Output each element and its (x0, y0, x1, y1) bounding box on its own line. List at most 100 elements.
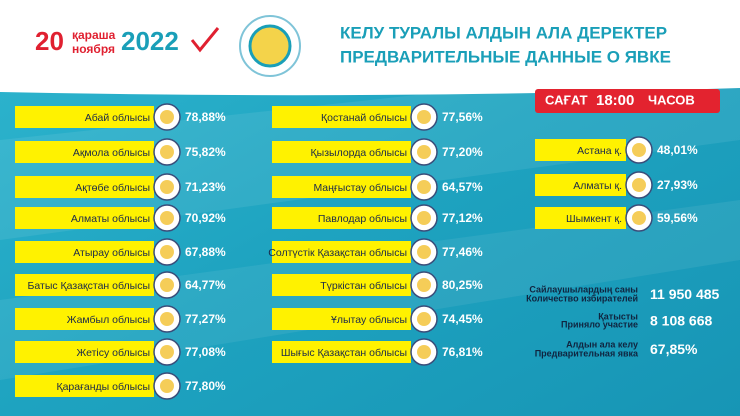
region-name: Алматы облысы (71, 213, 150, 225)
region-value: 77,12% (442, 211, 483, 225)
region-bar (272, 106, 411, 128)
stat-label-kz: Қатысты (598, 311, 638, 321)
region-name: Ұлытау облысы (331, 314, 407, 326)
region-name: Түркістан облысы (320, 280, 407, 292)
region-value: 70,92% (185, 211, 226, 225)
stat-label-kz: Алдын ала келу (566, 339, 638, 349)
region-bar (15, 341, 154, 363)
date-day: 20 (35, 26, 64, 56)
region-value: 76,81% (442, 345, 483, 359)
region-logo-inner (632, 143, 646, 157)
region-name: Жамбыл облысы (67, 314, 150, 326)
region-logo-inner (160, 312, 174, 326)
region-name: Павлодар облысы (318, 213, 407, 225)
region-value: 71,23% (185, 180, 226, 194)
region-value: 64,77% (185, 278, 226, 292)
date-month-ru: ноября (72, 42, 115, 56)
region-logo-inner (417, 211, 431, 225)
region-name: Алматы қ. (573, 180, 622, 192)
region-bar (272, 141, 411, 163)
region-bar (272, 176, 411, 198)
region-bar (272, 207, 411, 229)
region-logo-inner (160, 345, 174, 359)
stat-value: 8 108 668 (650, 313, 712, 329)
region-name: Ақмола облысы (73, 147, 150, 159)
region-name: Астана қ. (577, 145, 622, 157)
region-value: 64,57% (442, 180, 483, 194)
region-logo-inner (417, 180, 431, 194)
region-logo-inner (632, 178, 646, 192)
region-name: Батыс Қазақстан облысы (28, 280, 150, 292)
region-name: Қостанай облысы (321, 112, 407, 124)
region-logo-inner (417, 278, 431, 292)
region-name: Шығыс Қазақстан облысы (281, 347, 407, 359)
region-bar (272, 274, 411, 296)
region-name: Абай облысы (85, 112, 150, 124)
title-kz: КЕЛУ ТУРАЛЫ АЛДЫН АЛА ДЕРЕКТЕР (340, 23, 667, 42)
region-name: Ақтөбе облысы (75, 182, 150, 194)
time-suffix: ЧАСОВ (648, 92, 695, 107)
region-value: 78,88% (185, 110, 226, 124)
region-logo-inner (417, 345, 431, 359)
region-name: Атырау облысы (73, 247, 150, 259)
region-logo-inner (417, 110, 431, 124)
region-name: Маңғыстау облысы (313, 182, 407, 194)
region-logo-inner (160, 278, 174, 292)
time-prefix: САҒАТ (545, 92, 588, 107)
region-logo-inner (160, 379, 174, 393)
region-value: 77,46% (442, 245, 483, 259)
region-bar (15, 308, 154, 330)
stat-label-kz: Сайлаушылардың саны (529, 284, 638, 294)
region-value: 77,08% (185, 345, 226, 359)
stat-label-ru: Количество избирателей (526, 293, 638, 303)
region-value: 75,82% (185, 145, 226, 159)
region-name: Шымкент қ. (566, 213, 622, 225)
region-name: Қарағанды облысы (56, 381, 150, 393)
region-logo-inner (160, 145, 174, 159)
region-name: Қызылорда облысы (311, 147, 407, 159)
region-bar (15, 241, 154, 263)
region-logo-inner (632, 211, 646, 225)
title-ru: ПРЕДВАРИТЕЛЬНЫЕ ДАННЫЕ О ЯВКЕ (340, 47, 671, 66)
stat-label-ru: Приняло участие (561, 319, 638, 329)
region-logo-inner (417, 312, 431, 326)
region-bar (272, 241, 411, 263)
region-logo-inner (160, 211, 174, 225)
header-band (0, 0, 740, 96)
stat-label-ru: Предварительная явка (535, 348, 639, 358)
region-logo-inner (160, 245, 174, 259)
region-bar (272, 308, 411, 330)
region-logo-inner (417, 245, 431, 259)
region-bar (15, 274, 154, 296)
date-year: 2022 (121, 26, 179, 56)
region-name: Жетісу облысы (77, 347, 150, 359)
region-bar (15, 141, 154, 163)
region-value: 27,93% (657, 178, 698, 192)
region-bar (535, 207, 626, 229)
region-value: 77,56% (442, 110, 483, 124)
region-bar (535, 174, 626, 196)
region-bar (272, 341, 411, 363)
date-month-kz: қараша (72, 28, 116, 42)
region-value: 77,20% (442, 145, 483, 159)
region-bar (15, 207, 154, 229)
region-logo-inner (417, 145, 431, 159)
region-bar (15, 176, 154, 198)
time-badge (535, 89, 720, 113)
region-bar (15, 375, 154, 397)
time-value: 18:00 (596, 92, 634, 109)
region-logo-inner (160, 180, 174, 194)
region-name: Солтүстік Қазақстан облысы (268, 247, 407, 259)
emblem-inner (248, 24, 292, 68)
checkmark (190, 27, 220, 53)
region-logo-inner (160, 110, 174, 124)
region-bar (535, 139, 626, 161)
region-value: 77,80% (185, 379, 226, 393)
region-value: 48,01% (657, 143, 698, 157)
stat-value: 67,85% (650, 341, 698, 357)
region-value: 74,45% (442, 312, 483, 326)
region-value: 80,25% (442, 278, 483, 292)
region-value: 67,88% (185, 245, 226, 259)
stat-value: 11 950 485 (650, 286, 720, 302)
